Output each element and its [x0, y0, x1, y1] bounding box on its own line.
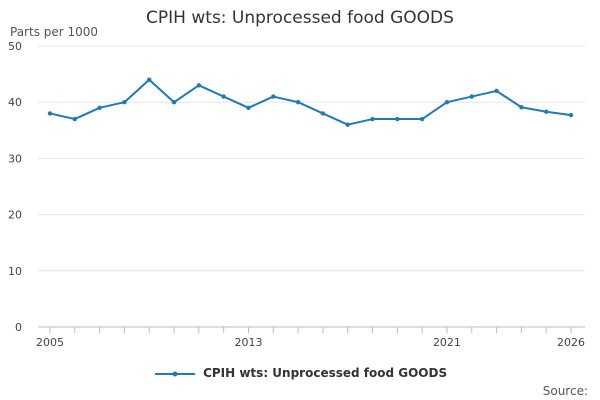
data-point	[221, 94, 226, 99]
legend-label: CPIH wts: Unprocessed food GOODS	[203, 366, 448, 380]
data-point	[444, 100, 450, 105]
data-point	[469, 94, 474, 99]
data-point	[246, 105, 251, 111]
data-point	[320, 111, 326, 116]
source-label: Source:	[542, 384, 588, 398]
data-point	[568, 112, 574, 118]
gridlines	[38, 45, 585, 328]
series-layer	[47, 77, 574, 127]
data-point	[419, 116, 425, 122]
y-tick-label: 30	[8, 152, 22, 165]
data-point	[295, 100, 301, 105]
data-point	[370, 116, 375, 122]
legend[interactable]: CPIH wts: Unprocessed food GOODS	[0, 366, 600, 380]
series-line	[49, 78, 572, 126]
chart-title: CPIH wts: Unprocessed food GOODS	[146, 8, 454, 28]
data-point	[345, 122, 350, 127]
x-tick-label: 2021	[433, 336, 461, 349]
data-point	[97, 105, 102, 111]
y-tick-label: 20	[8, 209, 22, 222]
legend-marker-icon	[154, 371, 195, 376]
x-axis: 2005 2013 2021 2026	[36, 327, 585, 349]
y-tick-label: 40	[8, 96, 22, 109]
y-axis-label: Parts per 1000	[10, 25, 99, 39]
data-point	[196, 83, 202, 88]
data-point	[147, 77, 152, 82]
x-tick-label: 2013	[234, 336, 262, 349]
y-tick-label: 0	[15, 321, 22, 334]
y-tick-label: 10	[8, 265, 22, 278]
data-point	[519, 105, 524, 110]
data-point	[47, 111, 53, 116]
data-point	[72, 116, 78, 122]
y-axis-ticks: 0 10 20 30 40 50	[8, 40, 22, 334]
data-point	[271, 94, 276, 99]
x-tick-label: 2026	[557, 336, 585, 349]
y-tick-label: 50	[8, 40, 22, 53]
x-tick-label: 2005	[36, 336, 64, 349]
data-point	[543, 109, 549, 114]
data-point	[171, 100, 177, 105]
data-point	[494, 88, 499, 94]
data-point	[122, 100, 127, 105]
data-point	[395, 116, 400, 122]
